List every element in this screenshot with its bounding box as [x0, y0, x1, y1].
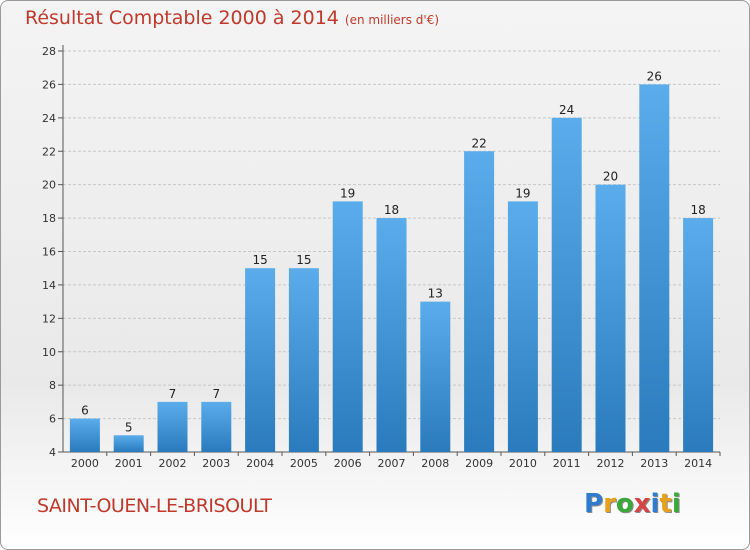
bar [157, 401, 188, 452]
x-tick-label: 2012 [597, 457, 625, 470]
bar [332, 201, 363, 452]
x-tick-label: 2013 [640, 457, 668, 470]
x-tick-label: 2010 [509, 457, 537, 470]
bar [69, 418, 100, 452]
bar [464, 151, 495, 452]
chart-title: Résultat Comptable 2000 à 2014 (en millie… [25, 7, 439, 29]
y-tick-label: 22 [42, 145, 56, 158]
value-label: 7 [169, 387, 177, 401]
x-tick-label: 2014 [684, 457, 712, 470]
y-tick-label: 6 [49, 413, 56, 426]
value-label: 19 [340, 186, 355, 200]
value-label: 24 [559, 103, 574, 117]
y-tick-label: 20 [42, 179, 56, 192]
bar [507, 201, 538, 452]
logo-letter: P [584, 489, 604, 519]
x-tick-label: 2006 [334, 457, 362, 470]
proxiti-logo[interactable]: Proxiti [584, 489, 681, 519]
value-label: 13 [428, 287, 443, 301]
bars [69, 84, 714, 453]
x-tick-label: 2009 [465, 457, 493, 470]
x-tick-label: 2008 [421, 457, 449, 470]
value-label: 7 [212, 387, 220, 401]
x-tick-label: 2007 [378, 457, 406, 470]
x-tick-label: 2001 [115, 457, 143, 470]
commune-name: SAINT-OUEN-LE-BRISOULT [37, 495, 272, 517]
chart-title-text: Résultat Comptable 2000 à 2014 [25, 7, 339, 29]
value-label: 6 [81, 404, 89, 418]
value-label: 5 [125, 420, 133, 434]
y-tick-label: 12 [42, 312, 56, 325]
x-tick-label: 2004 [246, 457, 274, 470]
x-tick-label: 2002 [159, 457, 187, 470]
bar [113, 435, 144, 452]
value-label: 18 [690, 203, 705, 217]
chart-subtitle: (en milliers d'€) [344, 13, 440, 27]
bar [288, 268, 319, 452]
value-label: 20 [603, 170, 618, 184]
bar [595, 184, 626, 452]
logo-letter: r [603, 489, 616, 519]
bar [551, 117, 582, 452]
logo-letter: i [650, 489, 660, 519]
x-tick-label: 2000 [71, 457, 99, 470]
y-tick-label: 14 [42, 279, 56, 292]
value-label: 19 [515, 186, 530, 200]
bar [683, 218, 714, 452]
y-tick-label: 18 [42, 212, 56, 225]
bar [245, 268, 276, 452]
labels: 4 6 8 10 12 14 16 18 20 22 24 26 28 6 2000 5 2001 7 2002 7 2… [42, 45, 712, 470]
logo-letter: t [659, 489, 672, 519]
x-tick-label: 2011 [553, 457, 581, 470]
x-tick-label: 2003 [202, 457, 230, 470]
y-tick-label: 24 [42, 112, 56, 125]
value-label: 26 [647, 69, 662, 83]
bar [376, 218, 407, 452]
logo-letter: i [671, 489, 681, 519]
value-label: 22 [471, 136, 486, 150]
y-tick-label: 16 [42, 246, 56, 259]
x-tick-label: 2005 [290, 457, 318, 470]
value-label: 18 [384, 203, 399, 217]
bar [201, 401, 232, 452]
bar [420, 301, 451, 452]
value-label: 15 [252, 253, 267, 267]
y-tick-label: 4 [49, 446, 56, 459]
y-tick-label: 28 [42, 45, 56, 58]
y-tick-label: 8 [49, 379, 56, 392]
logo-letter: x [633, 489, 651, 519]
bar [639, 84, 670, 453]
y-tick-label: 10 [42, 346, 56, 359]
value-label: 15 [296, 253, 311, 267]
logo-letter: o [615, 489, 634, 519]
y-tick-label: 26 [42, 78, 56, 91]
